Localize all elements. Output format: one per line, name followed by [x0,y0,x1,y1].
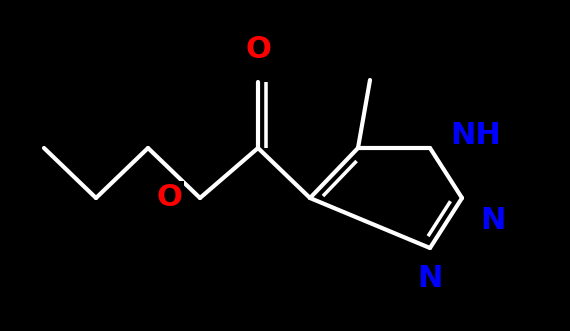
Text: O: O [156,183,182,213]
Text: N: N [480,206,506,235]
Text: N: N [417,264,443,293]
Text: O: O [245,35,271,64]
Text: NH: NH [450,121,501,151]
